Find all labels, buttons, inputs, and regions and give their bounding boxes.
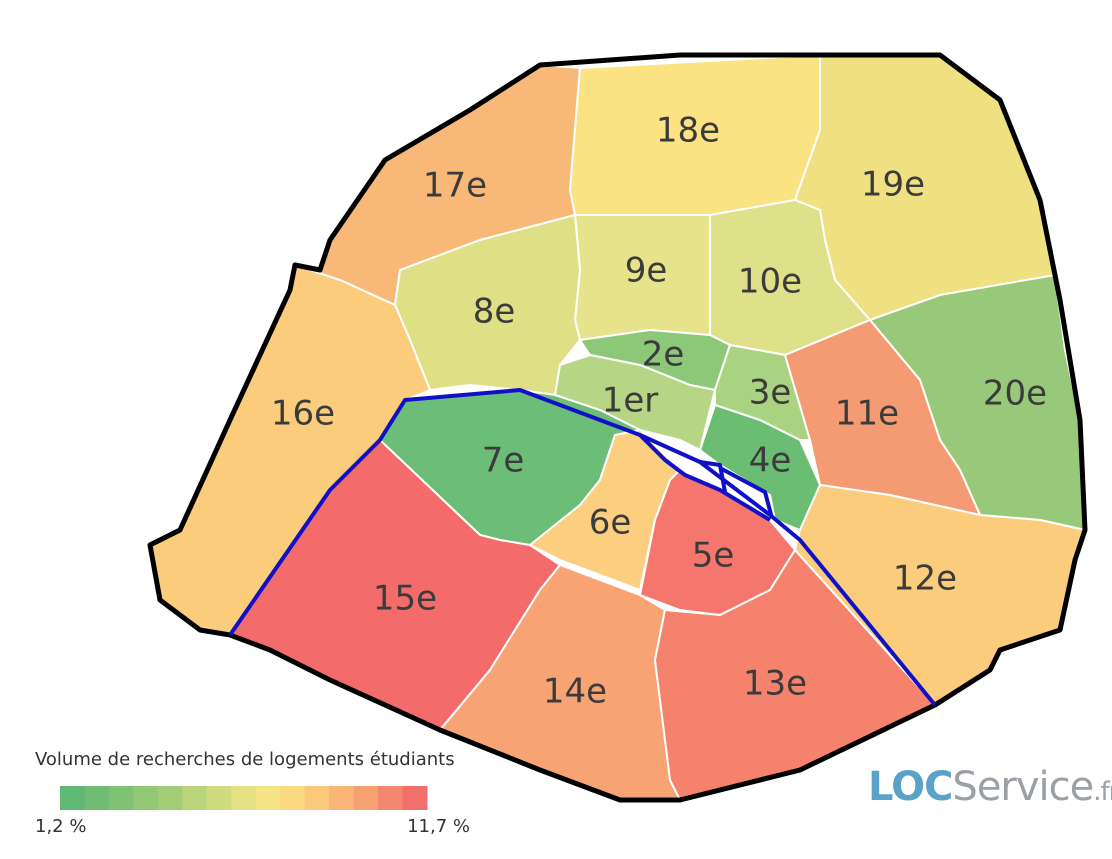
legend-swatch	[60, 786, 85, 810]
region-label: 3e	[749, 373, 792, 413]
legend-swatch	[231, 786, 257, 810]
legend-swatch	[329, 786, 355, 810]
logo-name: Service	[952, 764, 1093, 810]
region-label: 14e	[543, 672, 607, 712]
region-label: 16e	[271, 394, 335, 434]
region-label: 6e	[589, 503, 632, 543]
regions	[148, 53, 1087, 802]
region-label: 20e	[983, 374, 1047, 414]
legend-swatch	[255, 786, 281, 810]
legend-swatch	[157, 786, 183, 810]
region-label: 18e	[656, 111, 720, 151]
legend-max: 11,7 %	[407, 816, 470, 837]
region	[783, 318, 982, 517]
legend-swatch	[353, 786, 379, 810]
legend-swatch	[108, 786, 134, 810]
region-label: 1er	[602, 381, 659, 421]
city-boundary	[147, 52, 1088, 803]
region-label: 7e	[482, 441, 525, 481]
region-label: 12e	[893, 559, 957, 599]
region	[553, 353, 717, 452]
logo-brand: LOC	[868, 764, 952, 810]
legend-swatch	[182, 786, 208, 810]
legend-swatch	[206, 786, 232, 810]
region-label: 13e	[743, 664, 807, 704]
legend-scale	[60, 786, 428, 810]
legend-min: 1,2 %	[35, 816, 86, 837]
legend-swatch	[133, 786, 159, 810]
region-label: 11e	[835, 394, 899, 434]
region	[698, 403, 822, 532]
region-label: 5e	[692, 536, 735, 576]
region-label: 4e	[749, 441, 792, 481]
legend-swatch	[280, 786, 306, 810]
legend-swatch	[304, 786, 330, 810]
region-label: 15e	[373, 579, 437, 619]
legend-title: Volume de recherches de logements étudia…	[35, 749, 455, 770]
region-label: 2e	[642, 335, 685, 375]
region-label: 10e	[738, 262, 802, 302]
region-label: 17e	[423, 166, 487, 206]
region-label: 19e	[861, 165, 925, 205]
seine	[228, 388, 937, 707]
logo: LOCService.fr	[868, 764, 1112, 810]
legend-swatch	[378, 786, 404, 810]
region-label: 8e	[473, 292, 516, 332]
legend-swatch	[84, 786, 110, 810]
region-label: 9e	[625, 251, 668, 291]
region-labels: 17e 18e 19e 20e 10e 9e 8e 16e 2e 1er 3e 11e 4e 7e 6e 5e…	[271, 111, 1047, 712]
legend-swatch	[402, 786, 428, 810]
logo-tld: .fr	[1093, 777, 1112, 807]
